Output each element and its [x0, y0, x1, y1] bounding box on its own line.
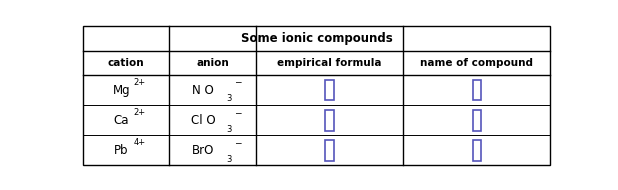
- Text: −: −: [234, 138, 242, 147]
- Bar: [325, 80, 334, 100]
- Text: Ca: Ca: [114, 114, 129, 127]
- Bar: [473, 140, 481, 161]
- Text: Pb: Pb: [114, 144, 129, 157]
- Text: cation: cation: [108, 58, 145, 68]
- Text: Cl O: Cl O: [191, 114, 216, 127]
- Bar: [473, 110, 481, 131]
- Text: Mg: Mg: [112, 84, 130, 97]
- Text: empirical formula: empirical formula: [277, 58, 382, 68]
- Text: anion: anion: [197, 58, 229, 68]
- Text: BrO: BrO: [192, 144, 214, 157]
- Bar: [325, 110, 334, 131]
- Text: 3: 3: [227, 94, 232, 103]
- Text: 2+: 2+: [133, 78, 146, 87]
- Bar: [473, 80, 481, 100]
- Text: 3: 3: [227, 155, 232, 164]
- Bar: [325, 140, 334, 161]
- Text: 2+: 2+: [133, 108, 146, 117]
- Text: name of compound: name of compound: [420, 58, 533, 68]
- Text: 3: 3: [227, 125, 232, 134]
- Text: 4+: 4+: [133, 138, 146, 147]
- Text: −: −: [234, 78, 242, 87]
- Text: −: −: [234, 108, 242, 117]
- Text: Some ionic compounds: Some ionic compounds: [241, 32, 392, 45]
- Text: N O: N O: [192, 84, 214, 97]
